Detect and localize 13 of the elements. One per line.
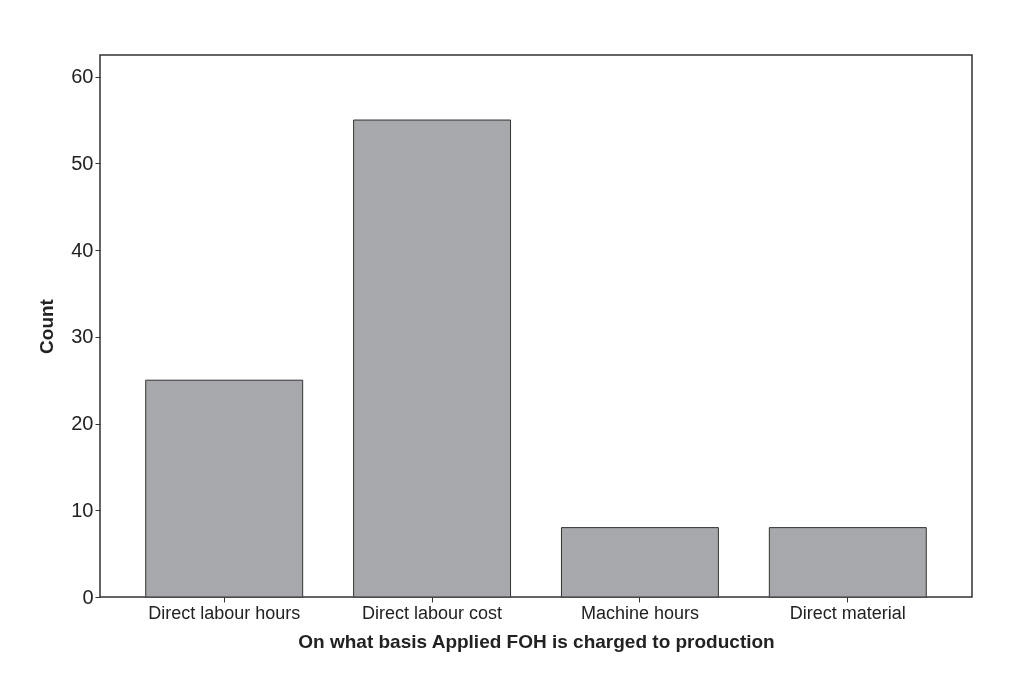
y-tick-label: 50 xyxy=(71,151,94,174)
x-tick-label: Direct labour cost xyxy=(362,602,503,623)
y-tick-label: 20 xyxy=(71,412,94,435)
y-axis-title: Count xyxy=(36,298,58,354)
y-tick-label: 40 xyxy=(71,238,94,261)
x-tick-label: Direct labour hours xyxy=(148,602,301,623)
y-tick-label: 0 xyxy=(82,585,94,608)
y-tick-label: 30 xyxy=(71,325,94,348)
y-tick-label: 60 xyxy=(71,65,94,88)
x-tick-label: Machine hours xyxy=(580,602,699,623)
y-tick-label: 10 xyxy=(71,498,94,521)
x-axis-title: On what basis Applied FOH is charged to production xyxy=(298,630,775,652)
x-tick-label: Direct material xyxy=(789,602,906,623)
